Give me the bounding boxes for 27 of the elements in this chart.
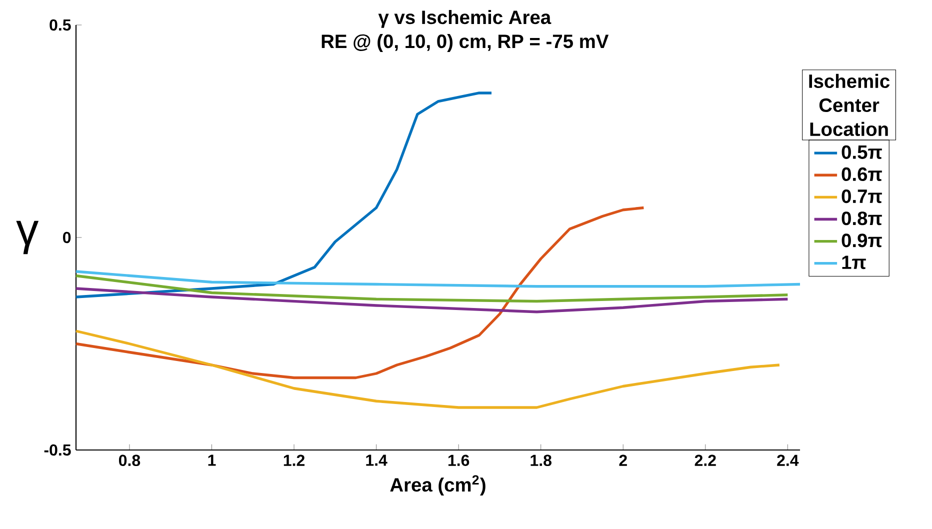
- x-axis-title: Area (cm$^{2}$): [390, 475, 486, 496]
- chart-subtitle: RE @ (0, 10, 0) cm, RP = -75 mV: [322, 34, 609, 52]
- line-series: [74, 274, 790, 303]
- x-tick-label: 1.2: [284, 454, 305, 466]
- legend-label: 0.8π: [842, 212, 882, 226]
- y-tick-label: 0.5: [50, 19, 71, 31]
- x-tick-label: 2.4: [777, 454, 799, 466]
- x-tick-label: 1.6: [448, 454, 470, 466]
- legend-label: 0.9π: [842, 234, 882, 248]
- legend-label: 1π: [842, 256, 866, 270]
- legend-label: 0.5π: [842, 145, 882, 159]
- chart-title: γ vs Ischemic Area: [378, 10, 552, 28]
- line-series: [74, 92, 493, 298]
- legend-label: 0.7π: [842, 189, 882, 204]
- y-tick-label: -0.5: [44, 444, 71, 456]
- line-series: [74, 270, 802, 288]
- x-tick-label: 1.4: [366, 454, 388, 466]
- legend-label: 0.6π: [842, 167, 882, 182]
- line-series: [74, 287, 790, 314]
- x-tick-label: 2: [619, 454, 627, 466]
- x-tick-label: 0.8: [118, 454, 140, 466]
- y-axis-title: γ: [16, 220, 39, 254]
- x-tick-label: 1.8: [530, 454, 552, 466]
- x-tick-label: 2.2: [694, 454, 716, 466]
- x-tick-label: 1: [208, 454, 216, 466]
- y-tick-label: 0: [63, 232, 71, 244]
- legend-title: Ischemic Center Location: [809, 74, 890, 136]
